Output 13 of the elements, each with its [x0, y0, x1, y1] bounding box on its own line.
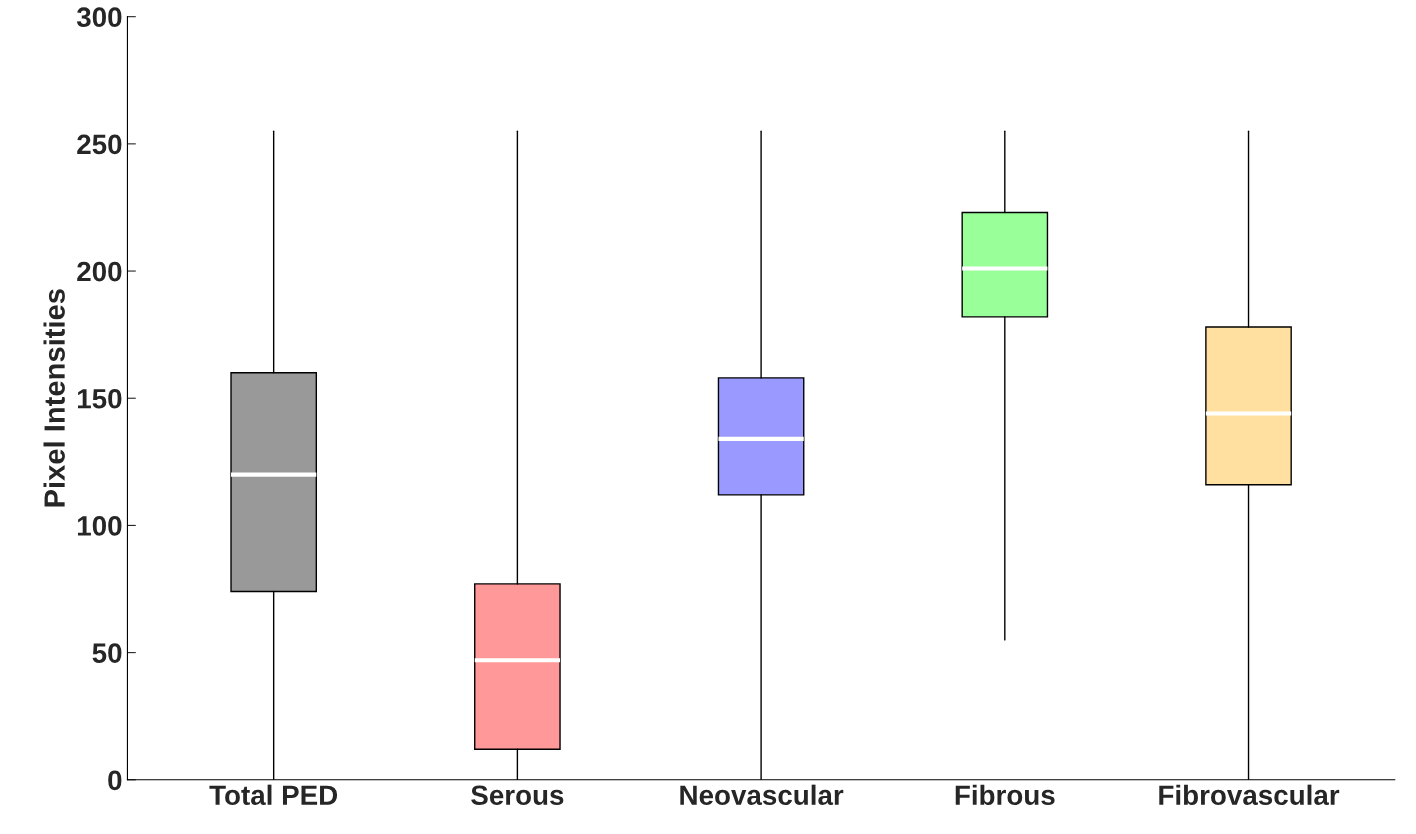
x-tick-label: Total PED: [209, 784, 338, 806]
x-tick-label: Neovascular: [680, 784, 844, 806]
x-tick-label: Serous: [471, 785, 564, 806]
y-tick-label: 300: [76, 7, 122, 28]
x-tick-label: Fibrovascular: [1159, 784, 1340, 806]
y-tick-label: 50: [92, 643, 122, 663]
y-tick-label: 200: [77, 261, 122, 282]
x-tick-label: Fibrous: [955, 784, 1055, 806]
y-tick-label: 150: [77, 388, 122, 409]
y-tick-label: 250: [77, 134, 122, 155]
y-axis-title: Pixel Intensities: [43, 289, 65, 507]
y-tick-label: 0: [108, 770, 122, 791]
y-tick-label: 100: [77, 516, 122, 536]
